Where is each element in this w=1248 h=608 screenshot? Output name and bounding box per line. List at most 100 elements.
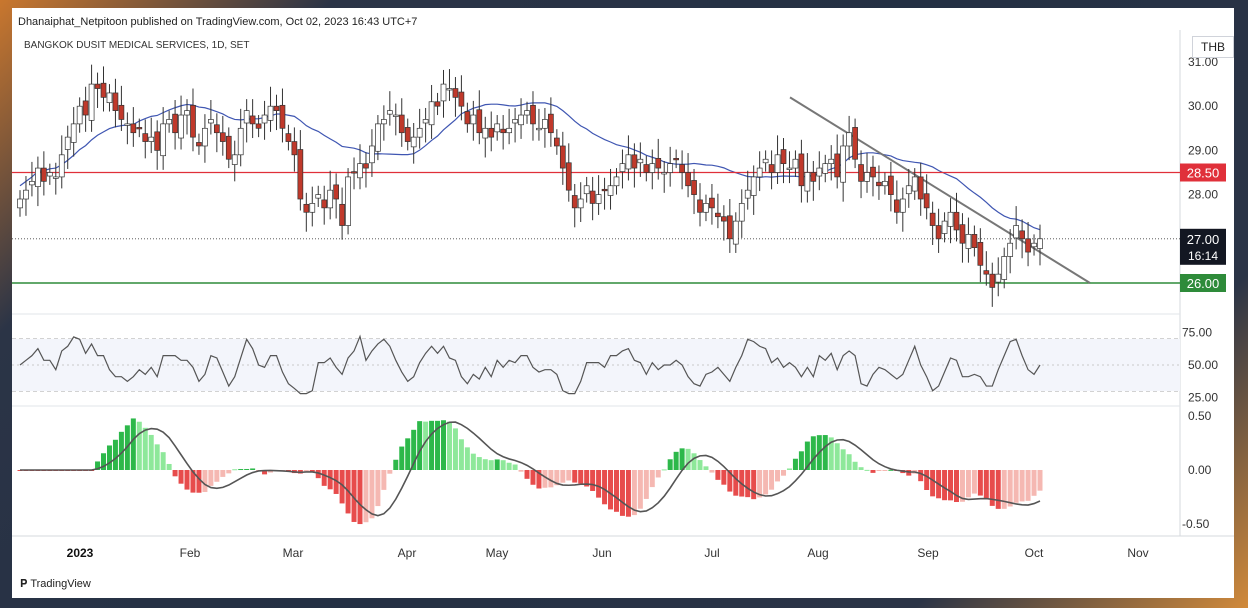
candle-body [661,172,668,175]
time-axis-label: 2023 [67,546,94,560]
macd-bar [226,470,232,474]
macd-bar [112,439,118,470]
macd-bar [977,470,983,496]
rsi-tick-label: 50.00 [1188,358,1218,372]
candle-body [899,198,906,213]
candle-body [709,197,715,209]
macd-bar [530,470,536,485]
tv-logo-icon: 𝐏 [20,578,28,590]
macd-bar [536,470,542,489]
symbol-title: BANGKOK DUSIT MEDICAL SERVICES, 1D, SET [24,40,250,51]
candle-body [667,163,674,173]
candle-body [744,189,751,199]
macd-bar [983,470,989,500]
macd-bar [375,470,381,507]
time-axis-label: Nov [1127,546,1148,560]
macd-bar [918,470,924,482]
candle-body [321,199,328,209]
macd-bar [965,470,971,498]
candle-body [94,83,101,89]
candle-body [506,127,512,134]
macd-bar [781,470,787,476]
candle-body [345,176,351,226]
time-axis-label: Jul [704,546,719,560]
candle-body [697,199,703,213]
rsi-tick-label: 25.00 [1188,391,1218,405]
macd-bar [154,444,160,470]
candle-body [852,127,858,160]
candle-body [112,92,119,111]
time-axis-label: Jun [592,546,611,560]
candle-body [834,153,841,178]
macd-bar [250,468,256,470]
candle-body [309,203,316,213]
candle-body [70,123,77,143]
candle-body [613,176,620,187]
candle-body [64,136,71,150]
candle-body [428,101,435,126]
macd-bar [989,470,995,506]
candle-body [870,166,876,178]
macd-bar [184,470,190,490]
candle-body [971,234,978,248]
candle-body [995,273,1002,283]
macd-bar [930,470,936,497]
time-axis-label: Aug [807,546,828,560]
candle-body [577,198,584,209]
macd-bar [202,470,208,493]
candle-body [464,111,471,125]
price-tick-label: 31.00 [1188,55,1218,69]
candle-body [184,110,190,116]
candle-body [750,176,757,196]
time-axis-label: May [486,546,509,560]
macd-bar [948,470,954,501]
candle-body [58,154,65,178]
candle-body [607,185,614,196]
candle-body [756,167,763,178]
candle-body [565,162,572,191]
candle-body [762,158,769,164]
candle-body [160,123,167,157]
macd-tick-label: -0.50 [1182,517,1210,531]
macd-bar [1013,470,1019,503]
candle-body [249,115,256,125]
macd-bar [417,421,423,470]
trend-line [789,96,1091,284]
macd-bar [1031,470,1037,496]
macd-bar [745,470,751,498]
candle-body [279,104,286,129]
candle-body [213,124,220,134]
macd-bar [321,470,327,486]
candle-body [1013,225,1019,239]
macd-bar [244,468,250,470]
macd-bar [548,470,554,488]
macd-bar [142,427,148,470]
publisher-line: Dhanaiphat_Netpitoon published on Tradin… [18,16,418,28]
macd-bar [220,470,226,477]
candle-body [953,211,960,231]
macd-bar [101,453,107,470]
candle-body [381,119,387,125]
macd-bar [423,421,429,470]
candle-body [237,127,244,156]
macd-bar [804,441,810,470]
candle-body [410,136,417,148]
candle-body [542,119,548,129]
candle-body [726,215,733,240]
candle-body [255,123,262,129]
macd-bar [733,470,739,496]
candle-body [416,127,423,138]
macd-bar [214,470,220,482]
candle-body [935,225,942,240]
candle-body [864,172,870,182]
candle-body [893,199,900,213]
macd-tick-label: 0.00 [1188,463,1212,477]
macd-bar [262,470,268,475]
candle-body [989,273,996,288]
candle-body [732,220,739,245]
macd-bar [625,470,631,517]
candle-body [17,198,23,209]
currency-button[interactable]: THB [1192,36,1234,58]
macd-bar [828,437,834,470]
chart-svg[interactable]: 31.00 30.00 29.00 28.00 28.50 26.00 27.00 16:14… [12,8,1234,598]
